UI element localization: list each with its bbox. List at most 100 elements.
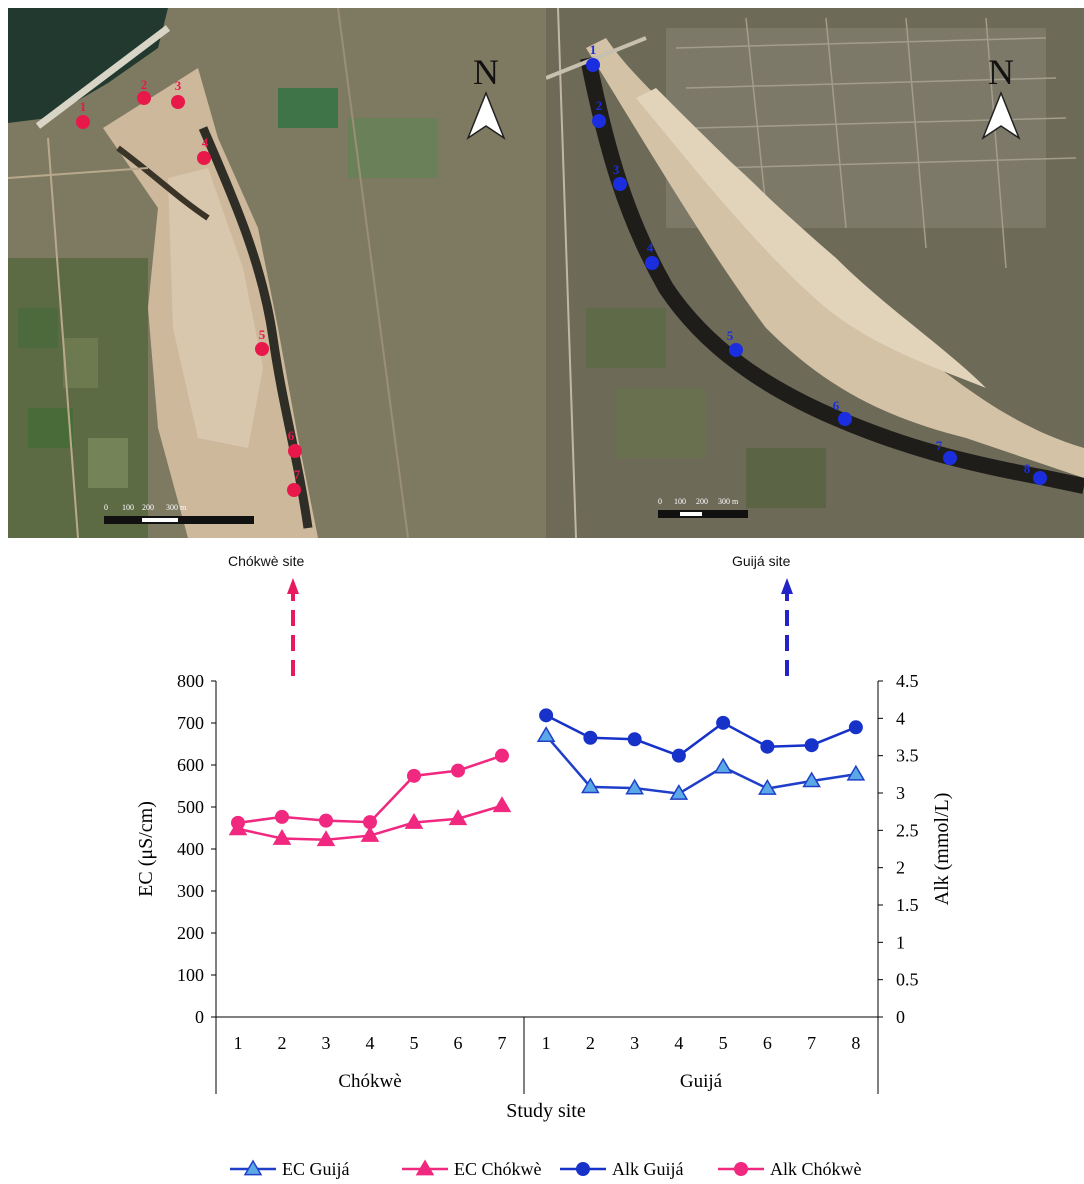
x-axis-label: Study site xyxy=(506,1100,586,1122)
north-label: N xyxy=(988,52,1014,92)
scale-tick: 300 m xyxy=(718,497,739,506)
data-point xyxy=(272,829,292,845)
x-tick-label: 6 xyxy=(454,1033,463,1053)
legend-marker xyxy=(243,1159,263,1176)
sampling-point-label: 4 xyxy=(202,135,209,150)
y-tick-label-left: 800 xyxy=(177,671,204,691)
y-tick-label-right: 0 xyxy=(896,1007,905,1027)
y-tick-label-right: 2 xyxy=(896,858,905,878)
y-tick-label-left: 100 xyxy=(177,965,204,985)
x-tick-label: 2 xyxy=(278,1033,287,1053)
legend-label: EC Guijá xyxy=(282,1159,350,1179)
data-point xyxy=(316,830,336,847)
ec-alk-line-chart: 0 100 200 300 400 500 600 700 800 0 0.5 1 1.5 2 2.5 3 3.… xyxy=(135,671,953,1179)
legend-label: Alk Chókwè xyxy=(770,1159,862,1179)
chart-legend: EC Guijá EC Chókwè Alk Guijá Alk Chókwè xyxy=(230,1159,862,1179)
sampling-point xyxy=(287,483,301,497)
scale-bar xyxy=(104,516,254,524)
y-tick-label-right: 1.5 xyxy=(896,895,919,915)
y-tick-label-right: 3.5 xyxy=(896,746,919,766)
x-tick-label: 6 xyxy=(763,1033,772,1053)
data-point xyxy=(625,778,644,795)
chokwe-arrowhead-icon xyxy=(287,578,299,594)
y-tick-label-left: 600 xyxy=(177,755,204,775)
x-group-label: Guijá xyxy=(680,1071,723,1092)
sampling-point xyxy=(592,114,606,128)
y-tick-label-right: 1 xyxy=(896,932,905,952)
chokwe-map-image: N 0 100 200 300 m 1 2 3 4 5 6 7 xyxy=(8,8,546,538)
y-tick-label-left: 200 xyxy=(177,923,204,943)
y-axis-label-right: Alk (mmol/L) xyxy=(931,793,953,906)
sampling-point-label: 3 xyxy=(613,162,620,177)
data-point xyxy=(451,763,465,778)
site-arrows xyxy=(287,578,793,676)
scale-tick: 0 xyxy=(658,497,662,506)
guija-satellite-map: N 0 100 200 300 m 1 2 3 4 5 6 7 8 xyxy=(546,8,1084,538)
data-point xyxy=(848,720,863,735)
x-tick-label: 2 xyxy=(586,1033,595,1053)
data-point xyxy=(363,815,377,830)
y-axis-label-left: EC (μS/cm) xyxy=(135,801,157,897)
data-point xyxy=(758,779,777,795)
chokwe-site-label: Chókwè site xyxy=(228,553,305,569)
sampling-point xyxy=(76,115,90,129)
sampling-point xyxy=(586,58,600,72)
sampling-point xyxy=(943,451,957,465)
legend-marker xyxy=(734,1162,748,1176)
data-point xyxy=(448,809,468,826)
y-tick-label-right: 3 xyxy=(896,783,905,803)
sampling-point xyxy=(729,343,743,357)
data-point xyxy=(669,784,689,800)
data-point xyxy=(539,708,554,723)
sampling-point xyxy=(197,151,211,165)
x-tick-label: 1 xyxy=(542,1033,551,1053)
y-tick-label-left: 500 xyxy=(177,797,204,817)
y-tick-label-right: 2.5 xyxy=(896,820,919,840)
scale-tick: 200 xyxy=(142,503,154,512)
data-point xyxy=(583,730,598,745)
sampling-point-label: 1 xyxy=(80,99,87,114)
data-point xyxy=(319,813,333,828)
guija-sampling-points: 1 2 3 4 5 6 7 8 xyxy=(586,42,1047,485)
data-point xyxy=(671,748,686,763)
sampling-point-label: 7 xyxy=(936,438,943,453)
sampling-point-label: 2 xyxy=(596,98,603,113)
guija-site-label: Guijá site xyxy=(732,553,791,569)
x-tick-label: 7 xyxy=(498,1033,507,1053)
sampling-point-label: 2 xyxy=(141,77,148,92)
guija-arrowhead-icon xyxy=(781,578,793,594)
data-point xyxy=(804,738,819,753)
legend-marker xyxy=(576,1162,590,1176)
data-point xyxy=(716,715,731,730)
sampling-point xyxy=(613,177,627,191)
series-line xyxy=(545,714,857,758)
scale-tick: 100 xyxy=(674,497,686,506)
data-point xyxy=(536,726,556,742)
sampling-point xyxy=(171,95,185,109)
sampling-point xyxy=(838,412,852,426)
data-point xyxy=(802,771,821,788)
sampling-point-label: 6 xyxy=(833,398,840,413)
x-tick-label: 7 xyxy=(807,1033,816,1053)
chart-axes: 0 100 200 300 400 500 600 700 800 0 0.5 1 1.5 2 2.5 3 3.… xyxy=(177,671,919,1094)
sampling-point-label: 8 xyxy=(1024,461,1031,476)
data-point xyxy=(581,777,600,794)
y-tick-label-left: 400 xyxy=(177,839,204,859)
x-tick-label: 4 xyxy=(674,1033,683,1053)
guija-map-image: N 0 100 200 300 m 1 2 3 4 5 6 7 8 xyxy=(546,8,1084,538)
x-tick-label: 8 xyxy=(851,1033,860,1053)
legend-label: EC Chókwè xyxy=(454,1159,542,1179)
legend-label: Alk Guijá xyxy=(612,1159,684,1179)
data-point xyxy=(404,813,424,829)
series-line xyxy=(545,734,857,795)
sampling-point-label: 7 xyxy=(294,467,301,482)
legend-marker xyxy=(415,1159,435,1176)
data-point xyxy=(495,748,509,763)
x-tick-label: 3 xyxy=(322,1033,331,1053)
y-tick-label-left: 0 xyxy=(195,1007,204,1027)
sampling-point-label: 5 xyxy=(259,327,266,342)
north-arrow-icon xyxy=(981,90,1021,140)
sampling-point-label: 3 xyxy=(175,78,182,93)
y-tick-label-right: 4 xyxy=(896,708,905,728)
data-point xyxy=(231,815,245,830)
